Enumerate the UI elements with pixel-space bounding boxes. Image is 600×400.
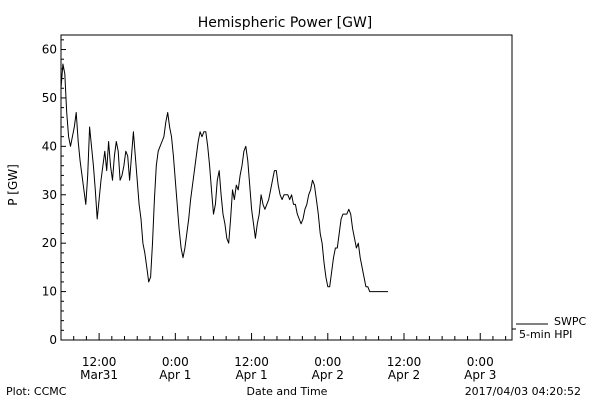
series-line-swpc [60,63,389,293]
x-tick-label-date: Apr 2 [312,368,344,382]
legend-swpc-label: SWPC [554,315,586,328]
y-tick-label: 10 [42,285,57,299]
y-axis-label: P [GW] [6,164,20,206]
plot-frame [60,34,513,341]
x-tick-label-date: Apr 2 [388,368,420,382]
x-tick-label-date: Mar31 [80,368,118,382]
chart-title: Hemispheric Power [GW] [198,15,373,31]
x-tick-label-time: 12:00 [234,355,269,369]
x-tick-label-time: 12:00 [387,355,422,369]
y-axis: 0 10 20 30 40 50 60 [42,39,66,347]
x-tick-label-date: Apr 1 [159,368,191,382]
y-tick-label: 50 [42,91,57,105]
footer-plot-credit: Plot: CCMC [6,385,67,398]
x-tick-label-time: 12:00 [82,355,117,369]
legend-hpi-label: 5-min HPI [519,328,572,341]
y-tick-label: 40 [42,139,57,153]
y-tick-label: 0 [49,333,57,347]
y-tick-label: 20 [42,236,57,250]
y-tick-label: 60 [42,43,57,57]
series-layer [60,63,389,293]
x-axis-label: Date and Time [247,385,328,398]
y-tick-label: 30 [42,188,57,202]
x-tick-label-time: 0:00 [467,355,494,369]
x-tick-label-time: 0:00 [162,355,189,369]
footer-timestamp: 2017/04/03 04:20:52 [465,385,581,398]
legend: SWPC 5-min HPI [512,315,586,341]
x-tick-label-date: Apr 3 [464,368,496,382]
x-tick-label-time: 0:00 [314,355,341,369]
x-tick-label-date: Apr 1 [235,368,267,382]
